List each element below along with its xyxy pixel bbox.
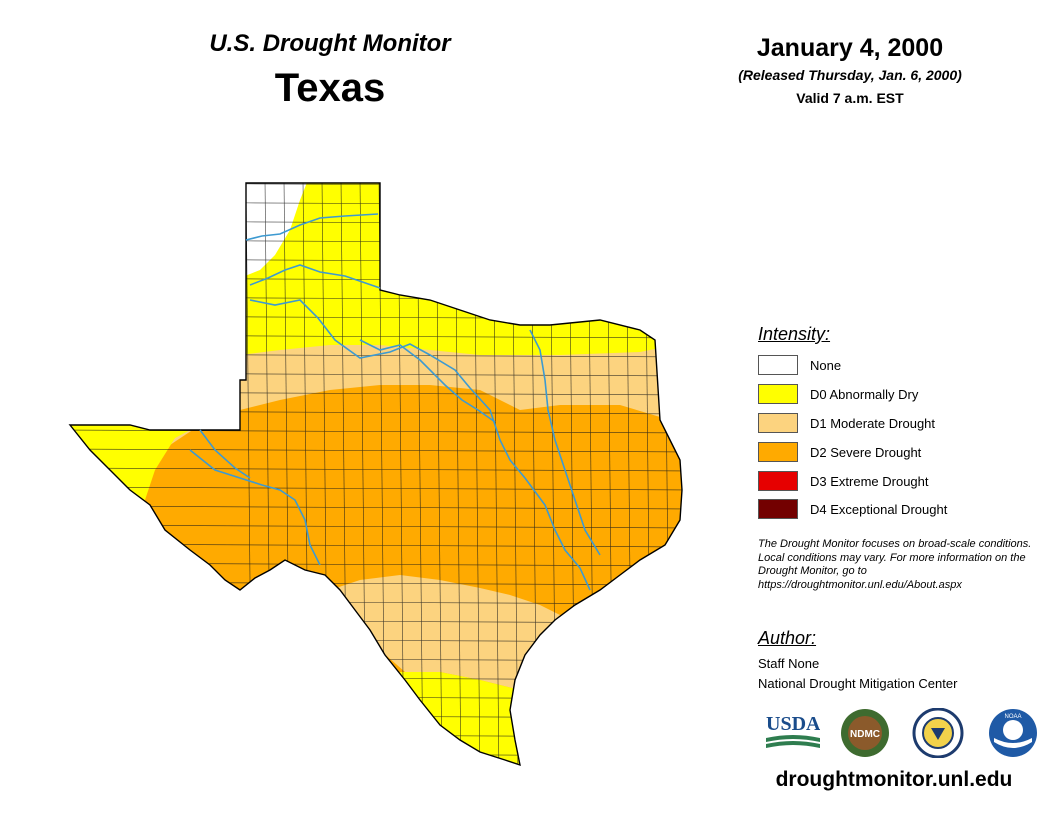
ndmc-logo: NDMC <box>841 709 889 757</box>
county-line <box>70 467 682 472</box>
legend-label-d0: D0 Abnormally Dry <box>810 386 919 402</box>
legend-label-d3: D3 Extreme Drought <box>810 473 929 489</box>
legend-label-none: None <box>810 357 842 373</box>
rio-grande <box>189 449 321 566</box>
county-line <box>683 180 689 780</box>
county-line <box>60 772 700 775</box>
county-line <box>70 505 682 510</box>
legend-item-d0: D0 Abnormally Dry <box>758 383 918 405</box>
rivers <box>189 213 601 591</box>
red-river-north <box>249 264 381 289</box>
department-of-commerce-seal-icon <box>912 708 964 758</box>
footer-website-url[interactable]: droughtmonitor.unl.edu <box>775 768 1013 791</box>
legend-label-d4: D4 Exceptional Drought <box>810 501 948 517</box>
county-line <box>70 657 682 662</box>
legend-swatch-none <box>758 355 798 375</box>
county-line <box>70 714 682 719</box>
svg-text:NOAA: NOAA <box>1004 714 1021 720</box>
usda-logo: USDA <box>766 713 820 748</box>
colorado-river <box>359 339 496 423</box>
valid-time: Valid 7 a.m. EST <box>796 90 904 106</box>
legend-swatch-d1 <box>758 413 798 433</box>
svg-text:USDA: USDA <box>766 713 820 735</box>
county-line <box>70 486 682 491</box>
brazos-river <box>249 299 591 591</box>
pecos-river <box>199 429 251 479</box>
legend-heading: Intensity: <box>758 324 831 344</box>
legend-swatch-d3 <box>758 471 798 491</box>
legend-item-d1: D1 Moderate Drought <box>758 412 935 434</box>
legend-swatch-d2 <box>758 442 798 462</box>
legend-swatch-d0 <box>758 384 798 404</box>
county-line <box>70 695 682 700</box>
release-date: (Released Thursday, Jan. 6, 2000) <box>738 67 962 83</box>
legend-label-d2: D2 Severe Drought <box>810 444 922 460</box>
legend-item-d4: D4 Exceptional Drought <box>758 498 947 520</box>
legend-item-d3: D3 Extreme Drought <box>758 470 929 492</box>
texas-drought-map <box>60 180 700 780</box>
trinity-river <box>529 329 601 556</box>
map-date: January 4, 2000 <box>756 34 944 62</box>
map-product-title: U.S. Drought Monitor <box>209 30 451 57</box>
county-line <box>70 448 682 453</box>
map-region-title: Texas <box>274 66 386 110</box>
noaa-logo: NOAA <box>989 709 1037 757</box>
d1-moderate-drought-south <box>330 575 560 690</box>
legend-item-d2: D2 Severe Drought <box>758 441 921 463</box>
legend-swatch-d4 <box>758 499 798 519</box>
county-line <box>70 733 682 738</box>
svg-text:NDMC: NDMC <box>850 729 880 740</box>
author-organization: National Drought Mitigation Center <box>758 676 958 691</box>
county-line <box>70 524 682 529</box>
author-name: Staff None <box>758 656 820 671</box>
legend-label-d1: D1 Moderate Drought <box>810 415 936 431</box>
author-heading: Author: <box>758 628 817 648</box>
d0-abnormally-dry-south <box>380 672 530 765</box>
disclaimer-note: The Drought Monitor focuses on broad-sca… <box>758 538 1032 591</box>
county-line <box>70 752 682 757</box>
county-line <box>70 676 682 681</box>
canadian-river <box>245 213 379 241</box>
legend-item-none: None <box>758 354 841 376</box>
